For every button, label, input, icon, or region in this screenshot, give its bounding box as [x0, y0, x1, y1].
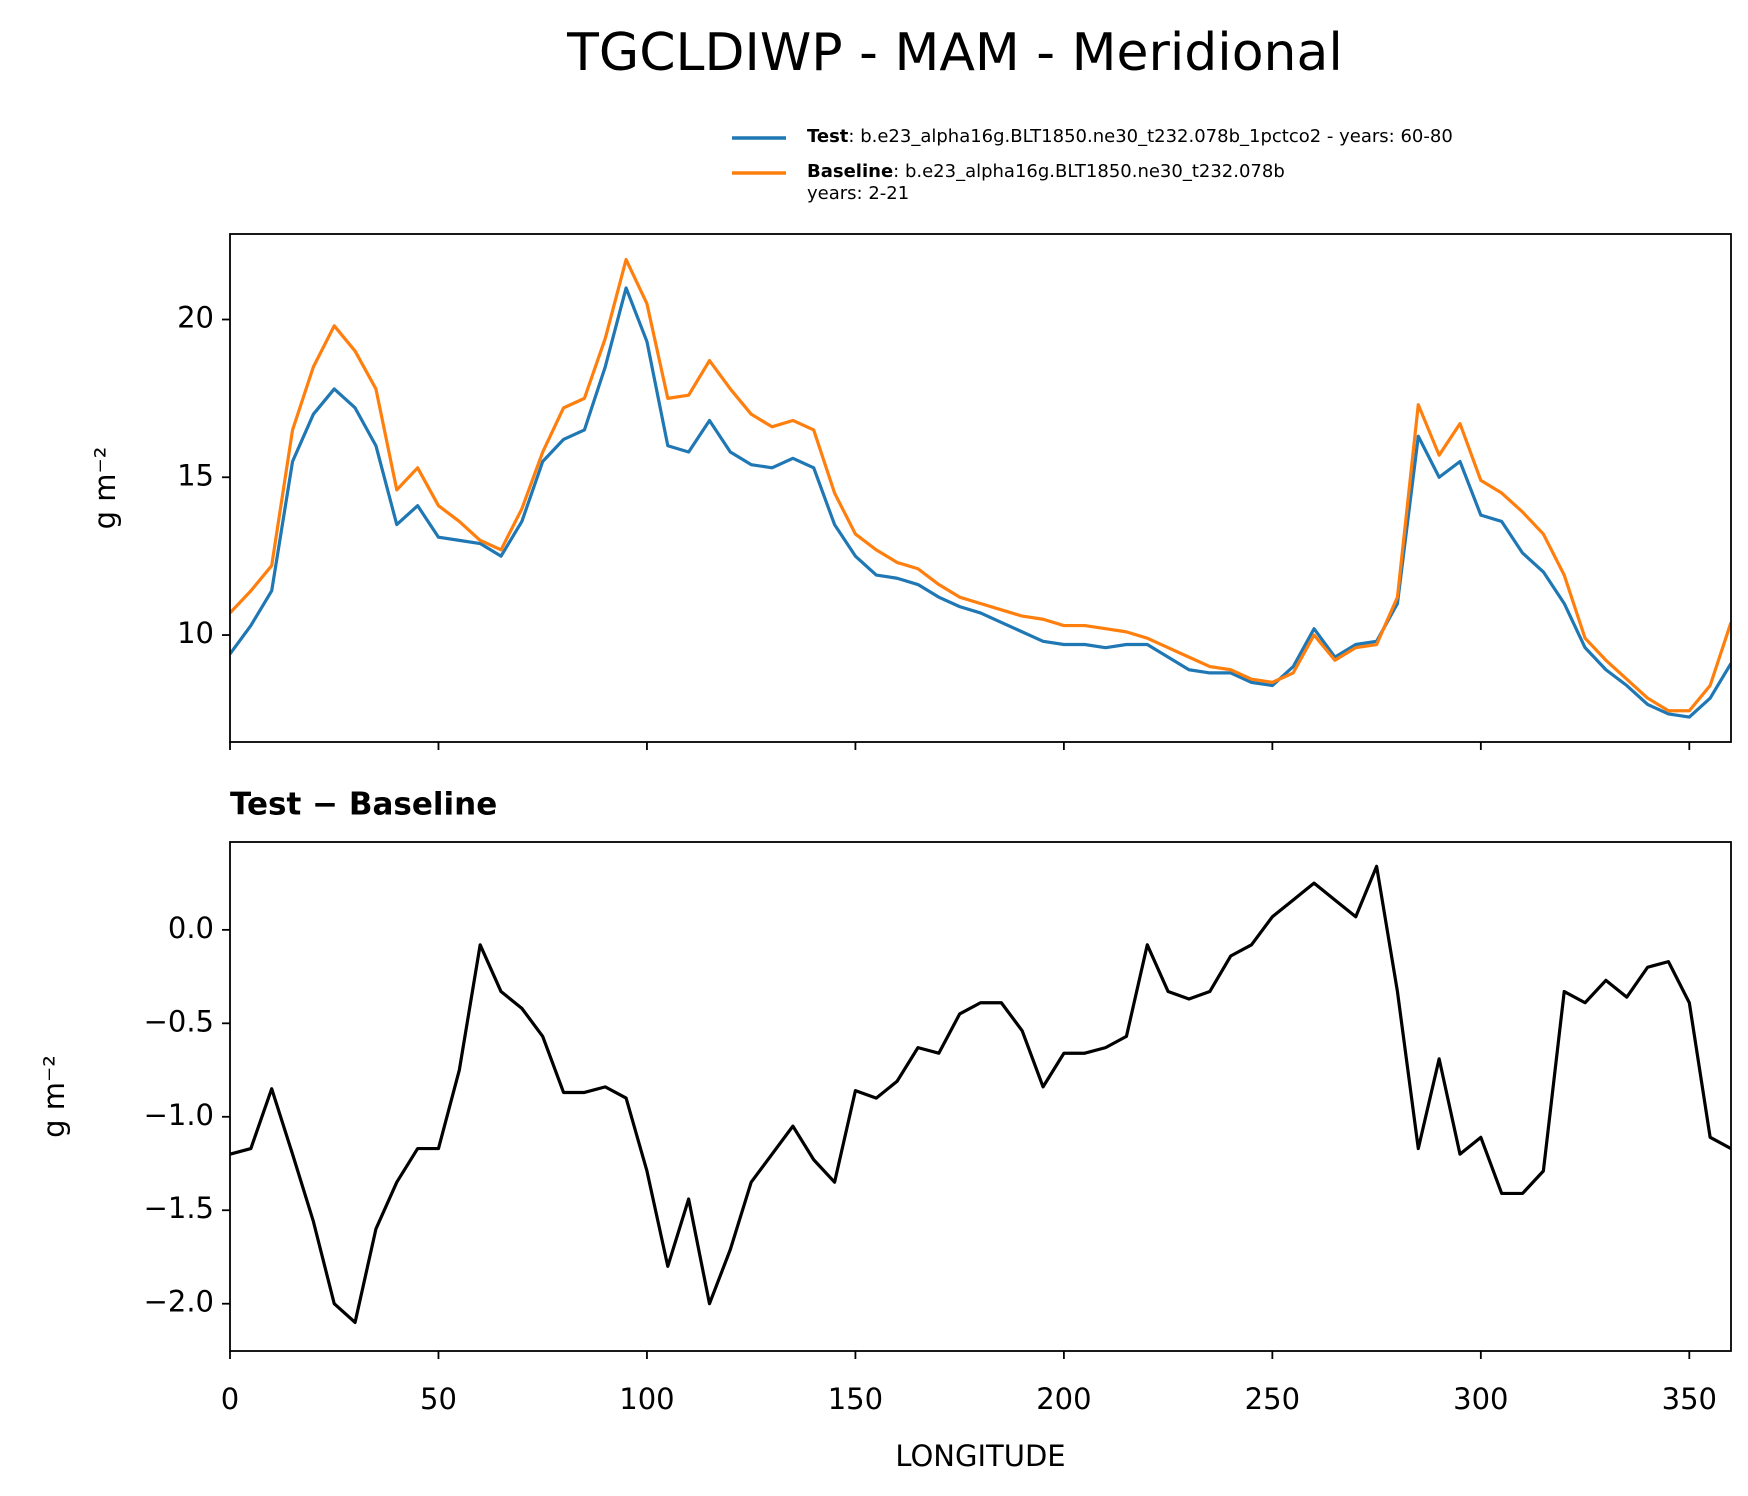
y-tick-label: 10: [177, 616, 214, 650]
x-tick-label: 150: [828, 1382, 883, 1416]
y-tick-label: −1.0: [144, 1098, 214, 1132]
data-line: [230, 864, 1731, 1324]
x-axis-label: LONGITUDE: [895, 1439, 1065, 1473]
x-tick-label: 300: [1453, 1382, 1508, 1416]
legend-text: : b.e23_alpha16g.BLT1850.ne30_t232.078b: [893, 161, 1285, 182]
x-tick-label: 0: [221, 1382, 239, 1416]
axes-frame: [229, 841, 1732, 1352]
x-tick-label: 250: [1245, 1382, 1300, 1416]
x-tick-label: 50: [420, 1382, 457, 1416]
y-tick-label: 0.0: [168, 911, 214, 945]
legend-text: : b.e23_alpha16g.BLT1850.ne30_t232.078b_…: [848, 126, 1452, 147]
subplot-title: Test − Baseline: [230, 787, 497, 823]
legend-name: Test: [807, 126, 849, 147]
x-tick-label: 200: [1036, 1382, 1091, 1416]
y-tick-label: −2.0: [144, 1285, 214, 1319]
y-tick-label: −1.5: [144, 1191, 214, 1225]
axes-frame: [229, 233, 1732, 743]
y-tick-label: 15: [177, 458, 214, 492]
y-tick-label: 20: [177, 301, 214, 335]
x-tick-label: 350: [1662, 1382, 1717, 1416]
legend-text: years: 2-21: [807, 183, 909, 204]
data-line: [230, 257, 1731, 713]
y-axis-label: g m⁻²: [37, 1055, 71, 1138]
legend-entry: Test: b.e23_alpha16g.BLT1850.ne30_t232.0…: [807, 126, 1453, 147]
legend-name: Baseline: [807, 161, 893, 182]
legend-entry: Baseline: b.e23_alpha16g.BLT1850.ne30_t2…: [807, 161, 1285, 204]
x-tick-label: 100: [619, 1382, 674, 1416]
y-axis-label: g m⁻²: [88, 447, 122, 530]
figure-title: TGCLDIWP - MAM - Meridional: [566, 23, 1343, 83]
data-line: [230, 286, 1731, 719]
y-tick-label: −0.5: [144, 1004, 214, 1038]
